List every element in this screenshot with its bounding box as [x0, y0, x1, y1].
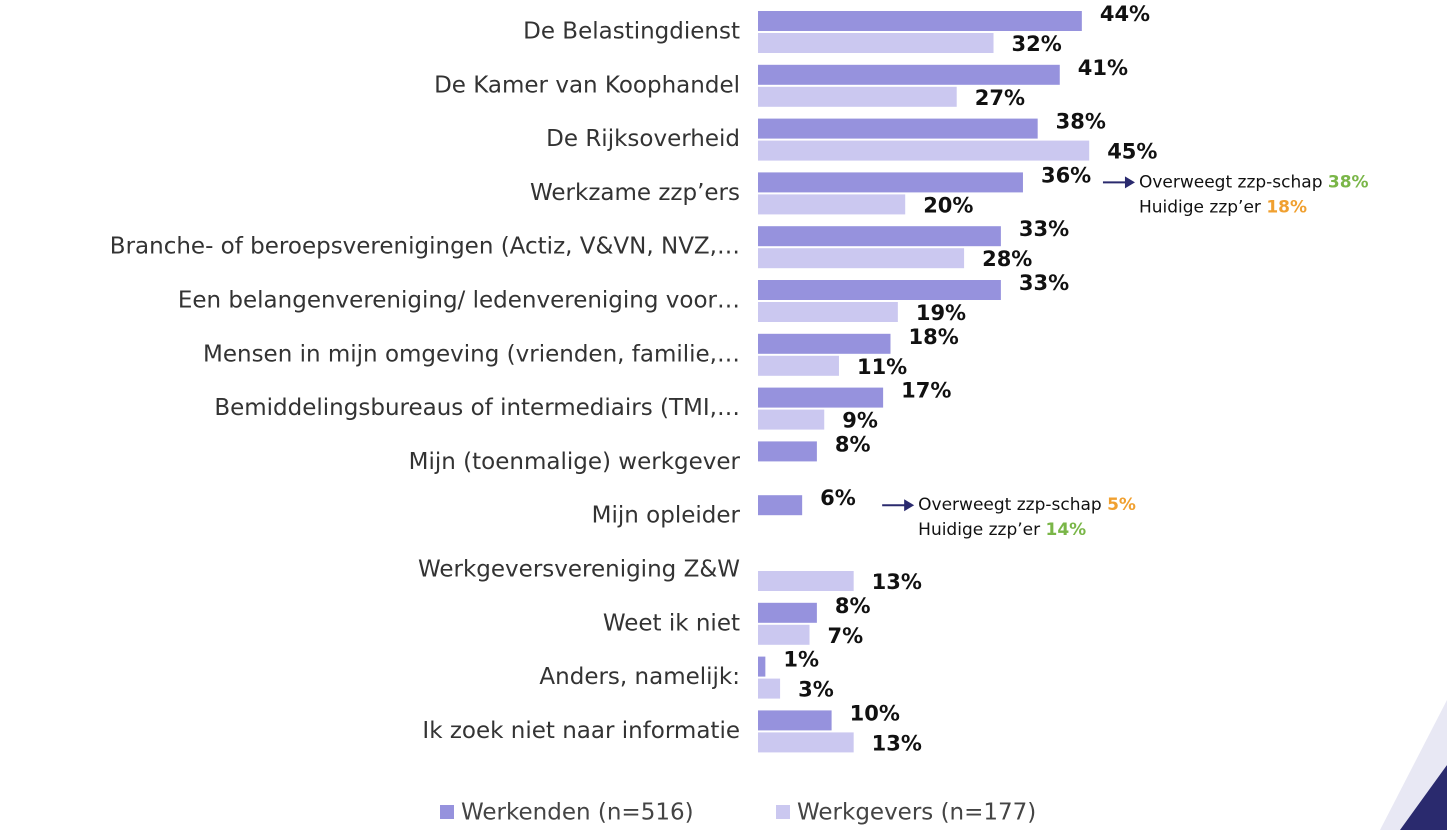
value-label: 33%	[1019, 217, 1069, 241]
bar	[758, 355, 839, 376]
bar	[758, 409, 825, 430]
category-label: Mijn opleider	[592, 503, 741, 529]
value-label: 10%	[850, 701, 900, 725]
category-label: Mensen in mijn omgeving (vrienden, famil…	[203, 341, 740, 367]
category-label: Branche- of beroepsverenigingen (Actiz, …	[110, 234, 740, 260]
annotation: Huidige zzp’er 18%	[1139, 197, 1307, 217]
value-label: 8%	[835, 432, 871, 456]
bar	[758, 33, 994, 53]
bar	[758, 248, 965, 269]
category-label: De Kamer van Koophandel	[434, 72, 740, 98]
bar	[758, 280, 1001, 300]
corner-decoration	[1380, 700, 1447, 830]
legend-label: Werkenden (n=516)	[461, 800, 694, 826]
value-label: 13%	[872, 570, 922, 594]
value-label: 41%	[1078, 56, 1128, 80]
value-label: 18%	[908, 325, 958, 349]
value-label: 28%	[982, 247, 1032, 271]
bar	[758, 732, 854, 753]
bar	[758, 710, 832, 731]
value-label: 17%	[901, 379, 951, 403]
bar	[758, 226, 1001, 247]
bar	[758, 602, 817, 623]
legend-swatch	[440, 805, 454, 819]
category-label: Werkgeversvereniging Z&W	[418, 557, 740, 583]
value-label: 11%	[857, 355, 907, 379]
annotation-text: Huidige zzp’er	[918, 520, 1040, 540]
bar	[758, 194, 906, 215]
value-label: 36%	[1041, 163, 1091, 187]
bar	[758, 624, 810, 645]
bar	[758, 571, 854, 591]
bar	[758, 656, 766, 677]
arrow-head	[1124, 176, 1135, 189]
category-label: Werkzame zzp’ers	[530, 180, 740, 206]
annotation: Huidige zzp’er 14%	[918, 520, 1086, 540]
value-label: 20%	[923, 193, 973, 217]
bar	[758, 172, 1023, 193]
value-label: 8%	[835, 594, 871, 618]
value-label: 13%	[872, 731, 922, 755]
category-label: Een belangenvereniging/ ledenvereniging …	[178, 288, 740, 314]
value-label: 45%	[1107, 140, 1157, 164]
bar	[758, 441, 817, 462]
category-label: Bemiddelingsbureaus of intermediairs (TM…	[214, 395, 740, 421]
annotation-text: Overweegt zzp-schap	[918, 495, 1102, 515]
bar	[758, 678, 781, 699]
value-label: 44%	[1100, 2, 1150, 26]
annotation-value: 18%	[1266, 197, 1307, 217]
category-label: Weet ik niet	[603, 610, 740, 636]
annotation-value: 14%	[1046, 520, 1087, 540]
category-label: Ik zoek niet naar informatie	[422, 718, 740, 744]
bar	[758, 140, 1090, 161]
value-label: 1%	[783, 648, 819, 672]
annotation-value: 5%	[1107, 495, 1136, 515]
legend-swatch	[776, 805, 790, 819]
value-label: 33%	[1019, 271, 1069, 295]
annotation-text: Overweegt zzp-schap	[1139, 172, 1323, 192]
legend-label: Werkgevers (n=177)	[797, 800, 1036, 826]
bar	[758, 118, 1038, 139]
category-label: De Belastingdienst	[523, 19, 740, 45]
value-label: 38%	[1056, 110, 1106, 134]
bar	[758, 302, 898, 322]
annotation: Overweegt zzp-schap 5%	[918, 495, 1136, 515]
bar	[758, 333, 891, 354]
bar	[758, 86, 957, 107]
bar	[758, 64, 1060, 85]
value-label: 19%	[916, 301, 966, 325]
bar	[758, 387, 884, 408]
bar	[758, 11, 1082, 31]
value-label: 6%	[820, 486, 856, 510]
value-label: 3%	[798, 678, 834, 702]
value-label: 9%	[842, 409, 878, 433]
category-label: De Rijksoverheid	[546, 126, 740, 152]
category-label: Anders, namelijk:	[539, 664, 740, 690]
annotation-value: 38%	[1328, 172, 1369, 192]
annotation: Overweegt zzp-schap 38%	[1139, 172, 1369, 192]
value-label: 7%	[828, 624, 864, 648]
annotation-text: Huidige zzp’er	[1139, 197, 1261, 217]
value-label: 27%	[975, 86, 1025, 110]
arrow-head	[904, 499, 915, 512]
category-label: Mijn (toenmalige) werkgever	[409, 449, 741, 475]
value-label: 32%	[1012, 32, 1062, 56]
bar	[758, 495, 803, 516]
